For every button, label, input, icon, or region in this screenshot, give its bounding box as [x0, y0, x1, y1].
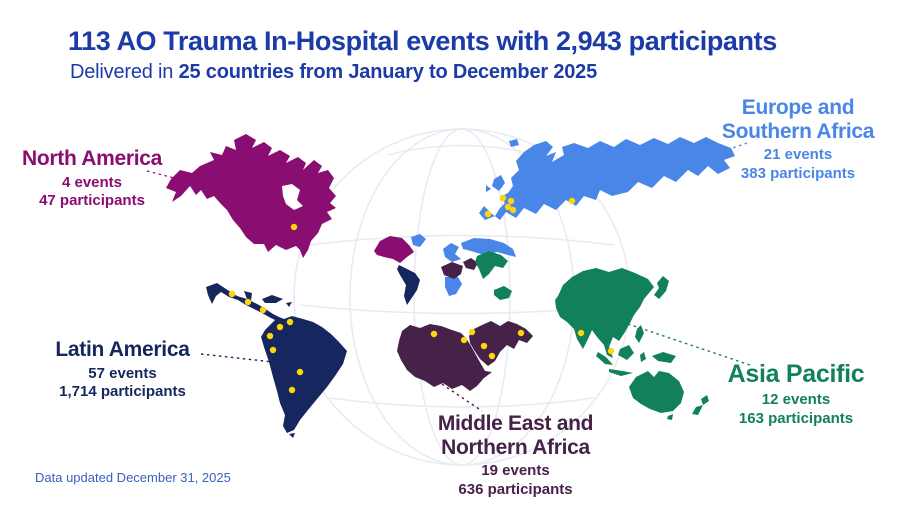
region-name: Europe and Southern Africa: [698, 96, 898, 143]
event-dot-europe: [509, 206, 517, 214]
label-north-america: North America 4 events 47 participants: [2, 147, 182, 211]
region-events: 4 events: [61, 173, 123, 191]
region-name-line2: Southern Africa: [721, 119, 875, 143]
region-name-line1: Middle East and: [437, 412, 594, 435]
mini-north-america: [374, 236, 414, 263]
hudson-bay-cutout: [282, 184, 303, 210]
event-dot-europe: [499, 194, 507, 202]
page-title: 113 AO Trauma In-Hospital events with 2,…: [68, 26, 777, 56]
event-dot-europe: [484, 210, 492, 218]
event-dot-europe: [507, 197, 515, 205]
region-name-line2: Northern Africa: [441, 435, 590, 459]
event-dot-latin-america: [286, 318, 294, 326]
event-dot-asia-pacific: [607, 347, 615, 355]
event-dot-latin-america: [288, 386, 296, 394]
leader-line-latin-america: [200, 353, 283, 364]
event-dot-mena: [460, 336, 468, 344]
region-shape-latin-america: [206, 283, 347, 438]
region-events: 19 events: [481, 462, 550, 480]
label-middle-east-northern-africa: Middle East and Northern Africa 19 event…: [418, 412, 613, 500]
region-events: 12 events: [761, 391, 831, 408]
event-dot-latin-america: [244, 298, 252, 306]
label-asia-pacific: Asia Pacific 12 events 163 participants: [700, 360, 892, 429]
region-shape-europe: [479, 137, 735, 220]
subtitle-prefix: Delivered in: [70, 61, 179, 83]
region-participants: 163 participants: [738, 409, 854, 427]
event-dot-latin-america: [228, 290, 236, 298]
region-name-line1: Europe and: [741, 96, 855, 119]
region-participants: 636 participants: [458, 480, 573, 498]
mini-mena: [441, 258, 478, 279]
event-dot-asia-pacific: [577, 329, 585, 337]
event-dot-europe: [568, 197, 576, 205]
event-dot-north-america: [290, 223, 298, 231]
mini-world-map: [374, 234, 516, 305]
mini-asia-pacific: [475, 251, 512, 300]
event-dot-latin-america: [259, 306, 267, 314]
region-name: Asia Pacific: [727, 360, 865, 388]
event-dot-europe: [504, 203, 512, 211]
event-dot-mena: [468, 328, 476, 336]
leader-lines: [146, 142, 754, 412]
subtitle-bold: 25 countries from January to December 20…: [178, 61, 598, 83]
leader-line-mena: [426, 373, 483, 412]
page-subtitle: Delivered in 25 countries from January t…: [70, 61, 597, 84]
region-shape-north-america: [166, 134, 336, 258]
mini-europe-region: [411, 234, 516, 296]
leader-line-europe: [686, 142, 748, 165]
region-name: Latin America: [55, 338, 190, 361]
region-participants: 383 participants: [740, 164, 856, 182]
region-participants: 1,714 participants: [59, 383, 186, 401]
leader-line-asia-pacific: [627, 323, 754, 367]
data-updated-note: Data updated December 31, 2025: [35, 470, 231, 485]
region-participants: 47 participants: [39, 192, 145, 210]
mini-latin-america: [397, 265, 420, 305]
event-dot-mena: [517, 329, 525, 337]
event-dot-latin-america: [269, 346, 277, 354]
event-dot-mena: [430, 330, 438, 338]
region-events: 21 events: [763, 146, 833, 164]
event-dot-latin-america: [266, 332, 274, 340]
event-dot-mena: [480, 342, 488, 350]
region-name: Middle East and Northern Africa: [418, 412, 613, 459]
event-dot-latin-america: [276, 323, 284, 331]
region-events: 57 events: [88, 364, 157, 382]
dots-layer: [228, 194, 615, 394]
event-dot-latin-america: [296, 368, 304, 376]
globe-graticule-icon: [293, 128, 631, 466]
label-europe-southern-africa: Europe and Southern Africa 21 events 383…: [698, 96, 898, 184]
label-latin-america: Latin America 57 events 1,714 participan…: [25, 338, 220, 402]
region-shape-mena: [397, 321, 533, 391]
event-dot-mena: [488, 352, 496, 360]
region-name: North America: [21, 147, 163, 170]
